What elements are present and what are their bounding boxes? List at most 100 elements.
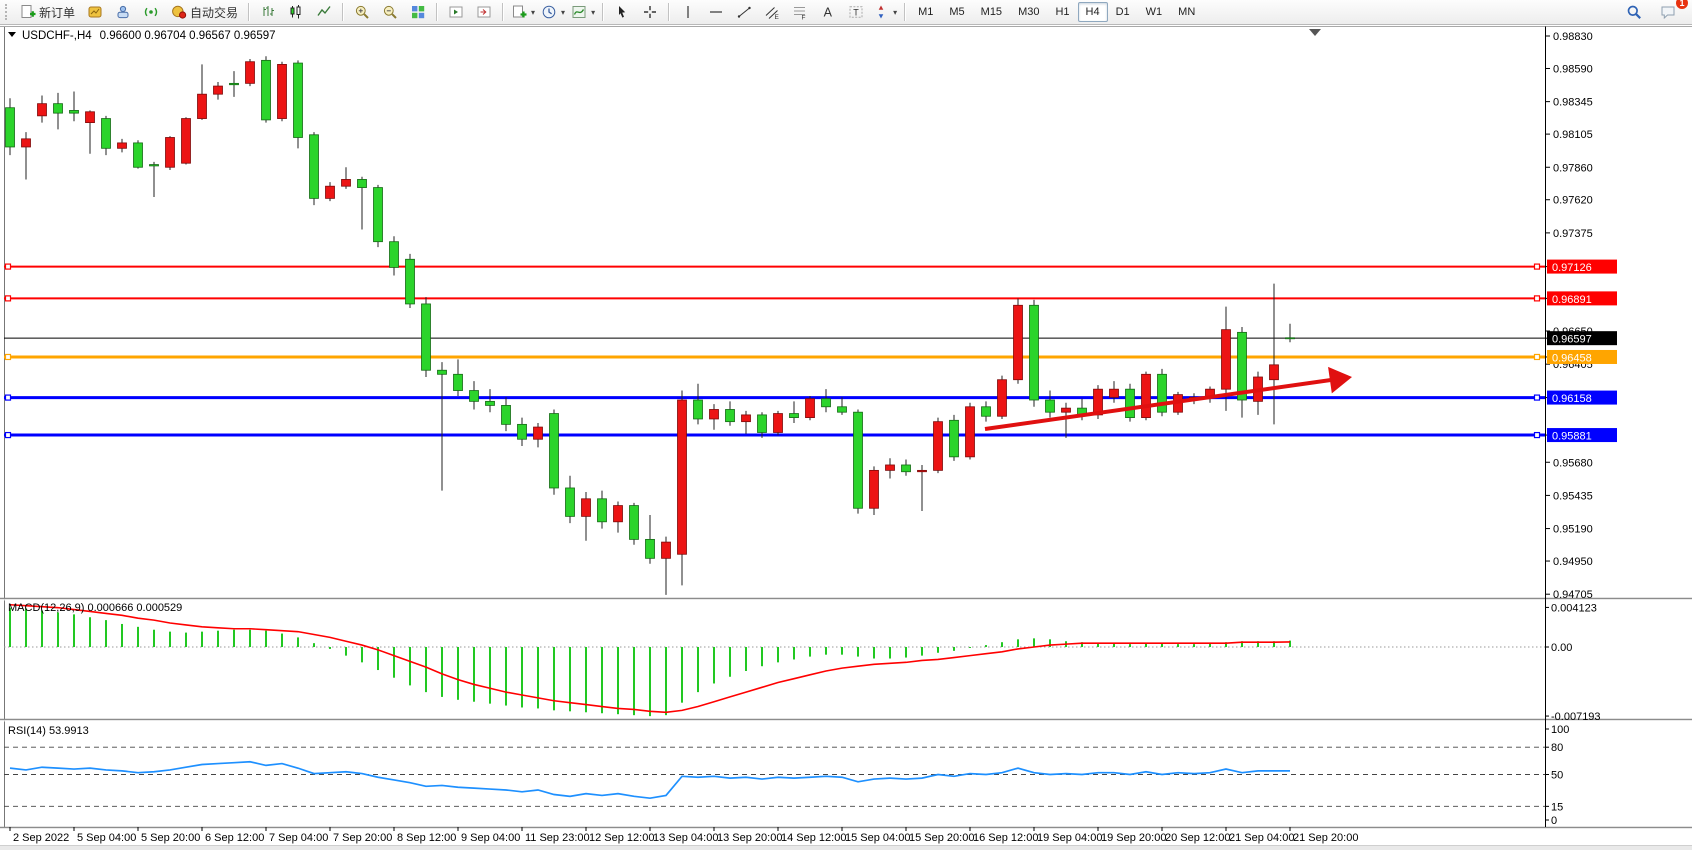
autotrade-button[interactable]: 自动交易 (165, 1, 244, 23)
time-tick-label: 2 Sep 2022 (13, 832, 69, 844)
candle (853, 411, 863, 509)
line-anchor-marker[interactable] (1533, 263, 1541, 270)
candle (405, 258, 415, 305)
label-icon: T (849, 6, 863, 18)
rsi-axis-label: 100 (1551, 724, 1569, 736)
vertical-line-button[interactable] (674, 1, 702, 23)
line-chart-button[interactable] (310, 1, 338, 23)
candle (213, 85, 223, 95)
crosshair-icon (644, 6, 657, 18)
zoom-out-button[interactable] (376, 1, 404, 23)
horizontal-line-button[interactable] (702, 1, 730, 23)
bar-chart-button[interactable] (254, 1, 282, 23)
candle (517, 423, 527, 440)
line-anchor-marker[interactable] (4, 394, 12, 401)
timeframe-h1-button[interactable]: H1 (1055, 6, 1070, 18)
time-tick-label: 7 Sep 20:00 (333, 832, 392, 844)
timeframe-d1-button[interactable]: D1 (1115, 6, 1130, 18)
timeframe-w1-button[interactable]: W1 (1145, 6, 1163, 18)
candle (1109, 388, 1119, 398)
timeframe-m5-button[interactable]: M5 (949, 6, 965, 18)
market-watch-icon (144, 7, 158, 17)
auto-scroll-button[interactable] (442, 1, 470, 23)
text-label-button[interactable]: T (842, 1, 870, 23)
time-tick-label: 6 Sep 12:00 (205, 832, 264, 844)
text-button[interactable]: A (814, 1, 842, 23)
price-level-box-label: 0.96597 (1552, 334, 1592, 346)
candlestick-button[interactable] (282, 1, 310, 23)
symbol-dropdown-arrow[interactable] (8, 32, 16, 37)
candle (357, 179, 367, 188)
rsi-axis-label: 15 (1551, 801, 1563, 813)
zoom-in-icon (355, 5, 369, 19)
search-button[interactable] (1620, 1, 1648, 23)
candle (277, 64, 287, 119)
price-level-box (1547, 349, 1617, 364)
price-tick-label: 0.97860 (1553, 162, 1593, 174)
new-chart-button[interactable]: ▾ (508, 1, 538, 23)
time-tick-label: 5 Sep 04:00 (77, 832, 136, 844)
time-tick-label: 16 Sep 12:00 (973, 832, 1038, 844)
svg-text:T: T (853, 8, 859, 18)
line-anchor-marker[interactable] (1533, 394, 1541, 401)
time-tick-label: 13 Sep 04:00 (653, 832, 718, 844)
candle (821, 398, 831, 408)
candle (565, 487, 575, 517)
profiles-button[interactable] (109, 1, 137, 23)
line-anchor-marker[interactable] (4, 431, 12, 439)
line-anchor-marker[interactable] (4, 353, 12, 361)
zoom-in-button[interactable] (348, 1, 376, 23)
chart-canvas[interactable]: 0.98830 0.98590 0.98345 0.98105 0.97860 0.976… (0, 25, 1692, 846)
cursor-button[interactable] (608, 1, 636, 23)
crosshair-button[interactable] (636, 1, 664, 23)
candle (165, 137, 175, 168)
chart-title: USDCHF-,H4 0.96600 0.96704 0.96567 0.9659… (22, 30, 276, 42)
zoom-out-icon (383, 5, 397, 19)
auto-scroll-icon (449, 6, 463, 18)
svg-text:F: F (802, 15, 806, 21)
candle (677, 399, 687, 555)
indicators-button[interactable]: ▾ (568, 1, 598, 23)
line-anchor-marker[interactable] (4, 295, 12, 302)
equidistant-channel-button[interactable]: E (758, 1, 786, 23)
price-tick-label: 0.97620 (1553, 195, 1593, 207)
timeframe-h4-button[interactable]: H4 (1077, 2, 1108, 22)
price-tick-label: 0.94705 (1553, 589, 1593, 601)
time-tick-label: 21 Sep 20:00 (1293, 832, 1358, 844)
notifications-button[interactable]: 1 (1654, 0, 1688, 23)
timeframe-m15-button[interactable]: M15 (980, 6, 1003, 18)
price-tick-label: 0.95435 (1553, 490, 1593, 502)
candles-icon (290, 5, 301, 19)
chart-shift-marker[interactable] (1309, 29, 1321, 36)
chart-shift-button[interactable] (470, 1, 498, 23)
new-order-button[interactable]: 新订单 (14, 1, 81, 23)
arrows-button[interactable]: ▾ (870, 1, 900, 23)
candle (293, 62, 303, 138)
timeframe-m1-button[interactable]: M1 (918, 6, 934, 18)
line-anchor-marker[interactable] (4, 263, 12, 270)
timeframe-m30-button[interactable]: M30 (1018, 6, 1040, 18)
candle (69, 110, 79, 114)
toolbar-separator (602, 3, 605, 21)
line-anchor-marker[interactable] (1533, 295, 1541, 302)
line-anchor-marker[interactable] (1533, 431, 1541, 439)
candle (1237, 331, 1247, 401)
candles-layer (5, 56, 1295, 595)
market-watch-button[interactable] (137, 1, 165, 23)
price-tick-label: 0.98345 (1553, 97, 1593, 109)
tile-windows-button[interactable] (404, 1, 432, 23)
candle (133, 142, 143, 168)
candle (1221, 329, 1231, 390)
candle (469, 390, 479, 402)
line-anchor-marker[interactable] (1533, 353, 1541, 361)
search-icon (1627, 5, 1641, 19)
fibonacci-button[interactable]: F (786, 1, 814, 23)
trendline-button[interactable] (730, 1, 758, 23)
chart-window-button[interactable] (81, 1, 109, 23)
candle (325, 185, 335, 199)
candle (261, 59, 271, 121)
trend-arrow[interactable] (984, 376, 1339, 431)
period-button[interactable]: ▾ (538, 1, 568, 23)
clock-icon (542, 5, 556, 19)
timeframe-mn-button[interactable]: MN (1178, 6, 1196, 18)
